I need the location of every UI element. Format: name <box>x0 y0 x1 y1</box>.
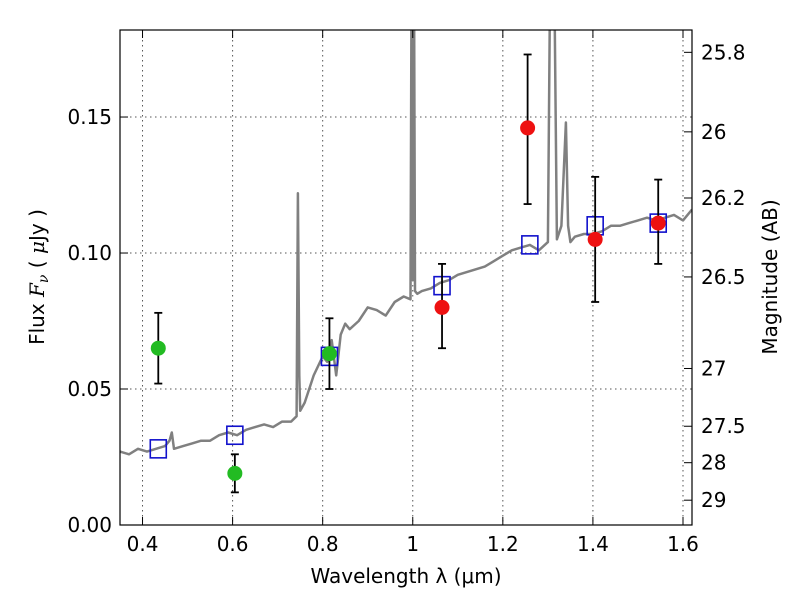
y-axis-label: Flux Fν ( μJy ) <box>25 209 52 345</box>
plot-frame <box>119 29 693 526</box>
x-axis-label: Wavelength λ (μm) <box>310 564 501 588</box>
y-label-symbol: F <box>25 282 49 298</box>
y-label-part-2: ( <box>25 254 49 275</box>
x-tick-label: 1.6 <box>667 532 699 556</box>
plot-area <box>120 30 692 494</box>
x-tick-label: 1.2 <box>487 532 519 556</box>
y2-tick-label: 26 <box>701 120 726 144</box>
y-tick-label: 0.15 <box>67 105 112 129</box>
axes: 0.4 0.6 0.8 1 1.2 1.4 1.6 0.00 0.05 0.10 0.15 25.8 2… <box>67 30 746 556</box>
y-label-part-3: Jy ) <box>25 209 49 243</box>
y-label-subscript: ν <box>36 274 52 283</box>
red-point <box>650 215 666 231</box>
green-point <box>227 465 243 481</box>
y2-tick-label: 27 <box>701 356 726 380</box>
y2-tick-label: 29 <box>701 488 726 512</box>
y2-tick-label: 26.2 <box>701 186 746 210</box>
model-box <box>149 439 168 459</box>
spectrum-line <box>120 30 692 456</box>
y2-tick-label: 27.5 <box>701 414 746 438</box>
y-tick-label: 0.05 <box>67 377 112 401</box>
x-tick-label: 0.8 <box>307 532 339 556</box>
y-tick-label: 0.00 <box>67 513 112 537</box>
green-point <box>150 340 166 356</box>
x-tick-label: 1.4 <box>577 532 609 556</box>
y-label-mu: μ <box>25 241 49 254</box>
y2-tick-label: 26.5 <box>701 265 746 289</box>
y2-tick-label: 25.8 <box>701 40 746 64</box>
y-label-part-1: Flux <box>25 297 49 345</box>
red-point <box>434 299 450 315</box>
y-tick-label: 0.10 <box>67 241 112 265</box>
green-point <box>321 346 337 362</box>
x-tick-label: 0.4 <box>127 532 159 556</box>
y2-axis-label: Magnitude (AB) <box>758 199 782 354</box>
x-tick-label: 0.6 <box>217 532 249 556</box>
grid <box>120 30 692 526</box>
x-tick-label: 1 <box>406 532 419 556</box>
model-box <box>226 425 244 446</box>
y2-tick-label: 28 <box>701 451 726 475</box>
model-box <box>521 235 539 255</box>
red-point <box>587 231 603 247</box>
red-point <box>520 120 536 136</box>
